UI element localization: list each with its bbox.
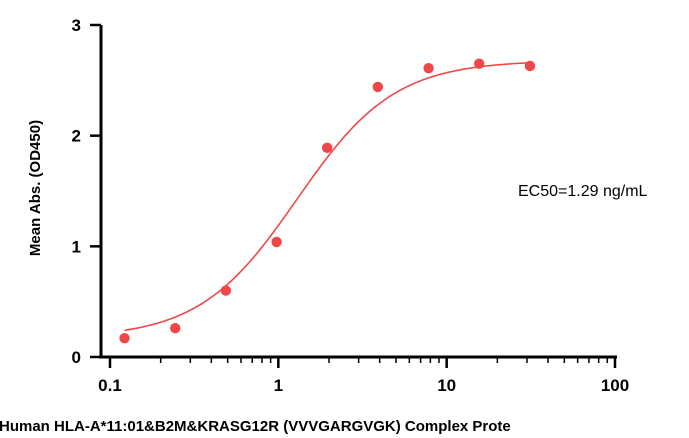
x-tick-label: 10 — [437, 376, 456, 395]
y-tick-label: 0 — [72, 348, 81, 367]
y-tick-label: 2 — [72, 127, 81, 146]
y-tick-label: 3 — [72, 16, 81, 35]
y-axis-title: Mean Abs. (OD450) — [27, 120, 44, 256]
x-tick-label: 100 — [601, 376, 629, 395]
data-point — [220, 285, 232, 296]
y-tick-label: 1 — [72, 237, 81, 256]
data-point — [170, 323, 181, 334]
data-point — [321, 142, 333, 154]
plot-area — [119, 58, 536, 344]
data-point — [372, 81, 384, 93]
data-point — [119, 332, 130, 344]
data-point — [473, 58, 485, 69]
x-ticks: 0.1 1 10 100 — [98, 357, 629, 395]
data-point — [271, 236, 282, 248]
x-axis-title: Human HLA-A*11:01&B2M&KRASG12R (VVVGARGV… — [0, 418, 511, 435]
data-point — [524, 60, 536, 72]
ec50-annotation: EC50=1.29 ng/mL — [518, 183, 648, 200]
data-points — [119, 58, 536, 344]
x-tick-label: 0.1 — [98, 376, 122, 395]
y-ticks: 0 1 2 3 — [72, 16, 101, 367]
data-point — [423, 62, 434, 74]
fit-curve — [124, 61, 531, 332]
x-axis: 0.1 1 10 100 — [98, 355, 629, 395]
x-tick-label: 1 — [274, 376, 283, 395]
y-axis: 0 1 2 3 — [72, 16, 103, 367]
